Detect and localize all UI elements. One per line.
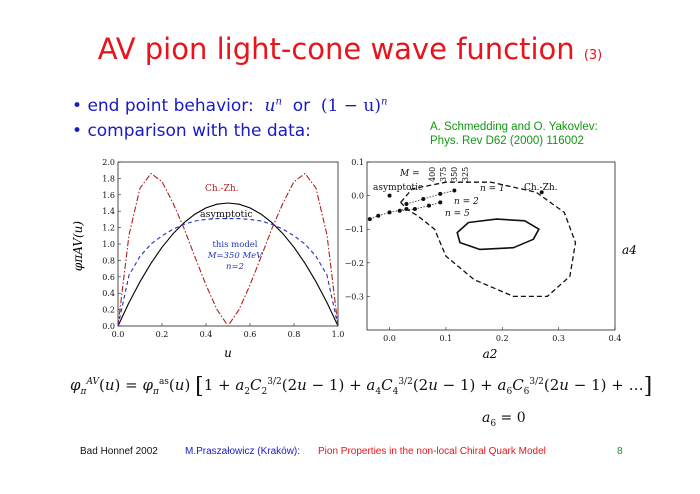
bullet2-text: comparison with the data: — [87, 121, 311, 141]
formula-rhs: [1 + a2C23/2(2u − 1) + a4C43/2(2u − 1) +… — [195, 374, 653, 399]
footer-author: M.Praszałowicz (Kraków): — [185, 446, 301, 457]
bullet1-formula-a: u — [264, 96, 276, 116]
n1-label: n = 1 — [480, 184, 505, 194]
y-tick-label: −0.2 — [345, 259, 364, 268]
x-tick-label: 0.0 — [112, 330, 125, 339]
model-label-line2: M=350 MeV — [207, 251, 263, 261]
n2-label: n = 2 — [454, 197, 479, 207]
chart2-ylabel: a4 — [622, 243, 637, 257]
data-point — [438, 200, 443, 205]
y-tick-label: 1.2 — [102, 224, 115, 233]
model-label-line3: n=2 — [226, 262, 244, 272]
outer-contour — [400, 181, 577, 298]
data-point — [387, 210, 392, 215]
chart1-ylabel: φπAV(u) — [71, 221, 85, 271]
asymptotic-point-label: asymptotic — [373, 183, 423, 193]
expansion-formula: φπAV(u) = φπas(u) [1 + a2C23/2(2u − 1) +… — [70, 374, 652, 399]
mass-375-label: 375 — [439, 167, 448, 182]
data-point — [397, 208, 402, 213]
mass-325-label: 325 — [461, 167, 470, 182]
model-line-n1 — [406, 190, 455, 205]
mass-350-label: 350 — [450, 167, 459, 182]
n5-label: n = 5 — [445, 209, 470, 219]
chzh-point-label: Ch.-Zh. — [524, 183, 558, 193]
bullet1-formula-b: (1 − u) — [320, 96, 381, 116]
y-tick-label: 0.2 — [102, 306, 115, 315]
chart2-frame — [366, 161, 616, 331]
footer-page-number: 8 — [617, 446, 623, 457]
y-tick-label: 0.8 — [102, 256, 115, 265]
y-tick-label: 0.4 — [102, 289, 115, 298]
footer-venue: Bad Honnef 2002 — [80, 446, 158, 457]
y-tick-label: 2.0 — [102, 158, 115, 167]
data-point — [452, 188, 457, 193]
bullet-dot: • — [72, 121, 83, 141]
data-point — [367, 217, 372, 222]
y-tick-label: −0.1 — [345, 225, 364, 234]
data-point — [539, 190, 544, 195]
data-point — [404, 207, 409, 212]
reference-citation: A. Schmedding and O. Yakovlev: Phys. Rev… — [430, 120, 598, 148]
bullet-dot: • — [72, 96, 83, 116]
data-point — [404, 202, 409, 206]
x-tick-label: 0.8 — [288, 330, 301, 339]
y-tick-label: −0.3 — [345, 292, 364, 301]
inner-contour — [456, 218, 540, 251]
x-tick-label: 0.2 — [496, 334, 509, 343]
formula-lhs: φπAV(u) = φπas(u) — [70, 376, 191, 397]
bullet1-exp-a: n — [275, 96, 282, 108]
a2-a4-chart: 0.0 0.1 0.2 0.3 0.4 0.1 0.0 −0.1 −0.2 −0.3 asympt… — [345, 158, 637, 361]
x-tick-label: 0.0 — [383, 334, 396, 343]
bullet1-exp-b: n — [381, 96, 388, 108]
asymptotic-label: asymptotic — [200, 209, 253, 220]
data-point — [376, 213, 381, 218]
x-tick-label: 0.4 — [609, 334, 622, 343]
x-tick-label: 0.2 — [156, 330, 169, 339]
a6-condition: a6 = 0 — [482, 410, 526, 429]
data-point — [387, 193, 392, 198]
series-line-ch-zh- — [117, 172, 339, 327]
chart2-xlabel: a2 — [483, 347, 498, 361]
y-tick-label: 0.1 — [351, 158, 364, 167]
y-tick-label: 0.0 — [102, 322, 115, 331]
y-tick-label: 0.6 — [102, 273, 115, 282]
x-tick-label: 0.6 — [244, 330, 257, 339]
y-tick-label: 1.6 — [102, 191, 115, 200]
series-line-this-model — [117, 218, 339, 327]
bullet-end-point: • end point behavior: un or (1 − u)n — [72, 96, 387, 116]
data-point — [427, 203, 431, 208]
wave-function-chart: 0.0 0.2 0.4 0.6 0.8 1.0 0.0 0.2 0.4 0.6 0.8 1.0 1.2 1… — [71, 158, 345, 360]
series-line-asymptotic — [117, 202, 339, 327]
reference-line2: Phys. Rev D62 (2000) 116002 — [430, 135, 584, 147]
reference-line1: A. Schmedding and O. Yakovlev: — [430, 121, 598, 133]
chzh-label: Ch.-Zh. — [205, 184, 239, 194]
x-tick-label: 0.1 — [440, 334, 453, 343]
footer-talk-title: Pion Properties in the non-local Chiral … — [318, 446, 546, 457]
slide-title-text: AV pion light-cone wave function — [97, 32, 575, 66]
x-tick-label: 0.3 — [552, 334, 565, 343]
y-tick-label: 1.4 — [102, 207, 115, 216]
x-tick-label: 0.4 — [200, 330, 213, 339]
bullet1-or: or — [292, 96, 311, 116]
y-tick-label: 1.0 — [102, 240, 115, 249]
x-tick-label: 1.0 — [332, 330, 345, 339]
chart1-xlabel: u — [224, 346, 232, 360]
data-point — [438, 191, 443, 196]
bullet-comparison: • comparison with the data: — [72, 121, 311, 141]
slide-title: AV pion light-cone wave function (3) — [0, 32, 700, 66]
data-point — [421, 196, 426, 201]
slide-number-label: (3) — [583, 48, 603, 63]
data-point — [412, 207, 417, 212]
mass-400-label: 400 — [428, 167, 437, 182]
mass-label: M = — [399, 169, 420, 179]
y-tick-label: 1.8 — [102, 174, 115, 183]
bullet1-text: end point behavior: — [87, 96, 254, 116]
y-tick-label: 0.0 — [351, 192, 364, 201]
model-label-line1: this model — [212, 240, 257, 250]
